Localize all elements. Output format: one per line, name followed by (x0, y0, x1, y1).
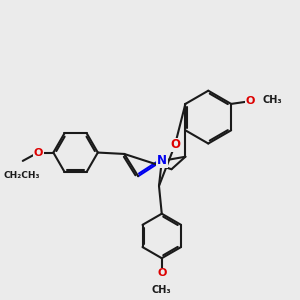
Text: O: O (170, 138, 180, 152)
Text: O: O (33, 148, 43, 158)
Text: CH₂CH₃: CH₂CH₃ (3, 172, 40, 181)
Text: O: O (246, 96, 255, 106)
Text: CH₃: CH₃ (152, 285, 172, 295)
Text: N: N (157, 154, 167, 167)
Text: O: O (157, 268, 167, 278)
Text: CH₃: CH₃ (262, 95, 282, 105)
